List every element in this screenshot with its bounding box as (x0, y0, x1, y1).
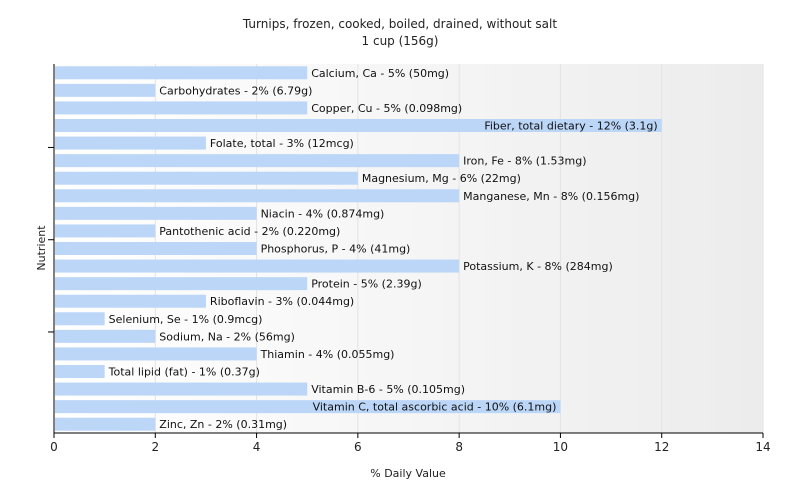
bar-label: Riboflavin - 3% (0.044mg) (210, 295, 354, 308)
bar-label: Copper, Cu - 5% (0.098mg) (311, 102, 462, 115)
bar (55, 119, 662, 132)
bar (55, 101, 308, 115)
x-tick-label: 4 (253, 440, 261, 454)
bar (55, 259, 460, 273)
x-tick-label: 2 (151, 440, 159, 454)
x-tick-label: 6 (354, 440, 362, 454)
bar (55, 83, 156, 97)
bar-label: Zinc, Zn - 2% (0.31mg) (159, 418, 287, 431)
bar (55, 329, 156, 343)
x-tick-label: 0 (50, 440, 58, 454)
bar-label: Pantothenic acid - 2% (0.220mg) (159, 225, 340, 238)
bar-label: Folate, total - 3% (12mcg) (210, 137, 354, 150)
bar-label: Fiber, total dietary - 12% (3.1g) (484, 120, 657, 133)
x-tick-label: 10 (553, 440, 568, 454)
bar-label: Protein - 5% (2.39g) (311, 278, 422, 291)
bar-label: Manganese, Mn - 8% (0.156mg) (463, 190, 639, 203)
bar (55, 312, 105, 326)
bar-label: Vitamin C, total ascorbic acid - 10% (6.… (313, 401, 557, 414)
bar (55, 206, 257, 220)
bar (55, 365, 105, 378)
axes: 0 2 4 6 8 10 12 14 (48, 64, 771, 454)
bar (55, 294, 206, 308)
bar (55, 347, 257, 361)
y-axis-label: Nutrient (35, 225, 48, 271)
bar-label: Niacin - 4% (0.874mg) (261, 207, 385, 220)
bar (55, 242, 257, 255)
bar (55, 417, 156, 431)
bar (55, 382, 308, 396)
bar-label: Sodium, Na - 2% (56mg) (159, 330, 295, 343)
x-tick-label: 8 (455, 440, 463, 454)
bar-labels: Calcium, Ca - 5% (50mg) Carbohydrates - 2… (108, 67, 658, 431)
bar-label: Carbohydrates - 2% (6.79g) (159, 84, 312, 97)
chart-title: Turnips, frozen, cooked, boiled, drained… (242, 17, 557, 31)
bar-label: Vitamin B-6 - 5% (0.105mg) (311, 383, 465, 396)
bar (55, 224, 156, 238)
bar-label: Calcium, Ca - 5% (50mg) (311, 67, 449, 80)
bar (55, 66, 308, 80)
bar-label: Magnesium, Mg - 6% (22mg) (362, 172, 521, 185)
x-tick-label: 12 (654, 440, 669, 454)
bar (55, 154, 460, 168)
bar (55, 189, 460, 203)
bar-label: Selenium, Se - 1% (0.9mcg) (109, 313, 263, 326)
bar (55, 400, 561, 414)
bar-label: Total lipid (fat) - 1% (0.37g) (108, 366, 260, 379)
x-axis-label: % Daily Value (370, 467, 446, 480)
bar (55, 136, 206, 150)
bars (55, 66, 662, 431)
bar (55, 171, 358, 185)
bar-label: Iron, Fe - 8% (1.53mg) (463, 155, 586, 168)
chart-subtitle: 1 cup (156g) (362, 34, 439, 48)
x-tick-label: 14 (755, 440, 770, 454)
bar-label: Potassium, K - 8% (284mg) (463, 260, 613, 273)
bar-label: Phosphorus, P - 4% (41mg) (261, 243, 411, 256)
bar-label: Thiamin - 4% (0.055mg) (260, 348, 395, 361)
bar (55, 277, 308, 291)
